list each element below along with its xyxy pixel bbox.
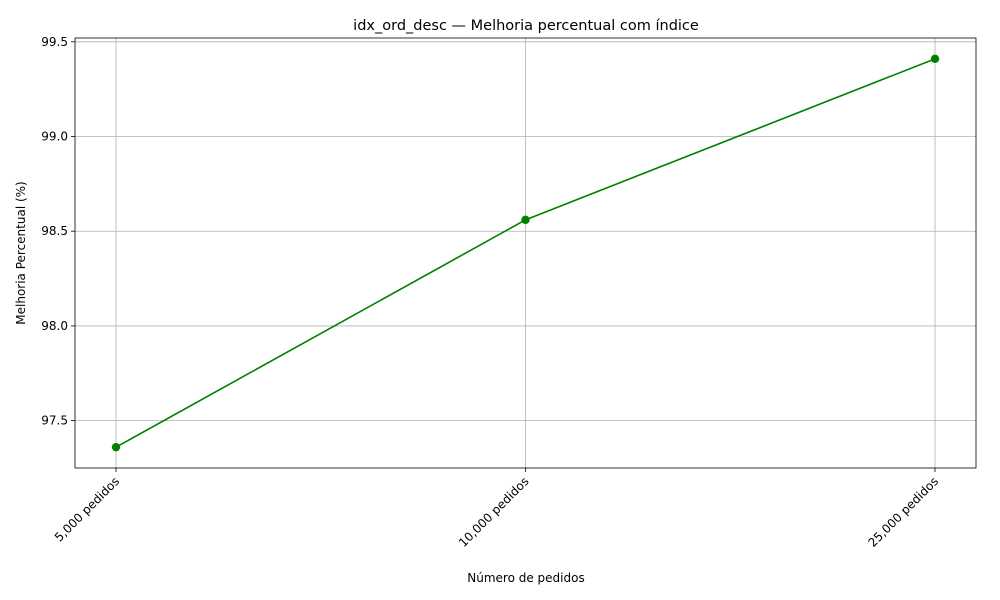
x-tick-label: 5,000 pedidos: [52, 474, 122, 544]
data-series: [111, 54, 940, 452]
y-tick-label: 98.0: [41, 319, 68, 333]
x-tick-label: 10,000 pedidos: [456, 474, 532, 550]
chart-title: idx_ord_desc — Melhoria percentual com í…: [353, 18, 699, 34]
y-tick-label: 99.0: [41, 130, 68, 144]
data-point: [111, 442, 121, 452]
grid-lines: [75, 38, 976, 468]
x-axis-label: Número de pedidos: [467, 571, 584, 585]
data-point: [521, 215, 530, 225]
data-point: [930, 54, 940, 64]
y-axis-ticks: 97.5 98.0 98.5 99.0 99.5: [41, 35, 75, 428]
y-tick-label: 98.5: [41, 224, 68, 238]
y-axis-label: Melhoria Percentual (%): [14, 181, 28, 324]
y-tick-label: 99.5: [41, 35, 68, 49]
y-tick-label: 97.5: [41, 414, 68, 428]
plot-frame: [74, 37, 977, 469]
x-tick-label: 25,000 pedidos: [865, 474, 941, 550]
x-axis-ticks: 5,000 pedidos 10,000 pedidos 25,000 pedido…: [52, 468, 941, 550]
